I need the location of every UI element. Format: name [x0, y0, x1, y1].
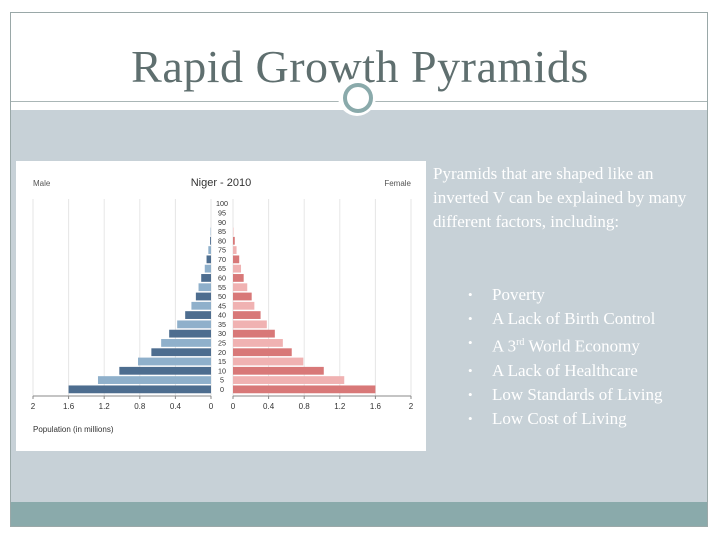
pyramid-chart-svg: Niger - 2010 Male Female Population (in … — [31, 177, 414, 434]
bar-male-age-40 — [185, 311, 211, 319]
list-item-superscript: rd — [516, 337, 525, 348]
bar-female-age-65 — [233, 264, 242, 273]
bar-female-age-20 — [233, 348, 292, 357]
bar-male-age-70 — [206, 255, 211, 264]
age-tick-label: 40 — [218, 311, 226, 320]
bar-male-age-45 — [191, 301, 211, 310]
list-item-text: A Lack of Birth Control — [492, 309, 656, 328]
age-tick-label: 65 — [218, 264, 226, 273]
bar-female-age-80 — [233, 236, 235, 245]
bar-female-age-5 — [233, 376, 345, 384]
bar-female-age-70 — [233, 255, 240, 264]
x-tick-label: 2 — [31, 402, 36, 411]
age-tick-label: 100 — [216, 199, 228, 208]
ring-icon — [343, 83, 373, 113]
age-tick-label: 30 — [218, 329, 226, 338]
bar-male-age-25 — [161, 339, 211, 347]
age-tick-label: 50 — [218, 292, 226, 301]
female-label: Female — [384, 179, 411, 188]
list-item-text-post: World Economy — [524, 336, 640, 356]
age-tick-label: 95 — [218, 209, 226, 218]
bar-female-age-25 — [233, 339, 283, 347]
factor-list: • Poverty • A Lack of Birth Control • A 3rd… — [468, 283, 662, 431]
list-item-text: Low Cost of Living — [492, 408, 627, 428]
bar-female-age-0 — [233, 385, 376, 394]
bar-male-age-35 — [177, 320, 211, 329]
bar-male-age-55 — [198, 283, 211, 292]
list-item: • Low Cost of Living — [468, 407, 662, 431]
bar-male-age-0 — [68, 385, 211, 394]
x-tick-label: 1.6 — [63, 402, 75, 411]
list-item-text: Poverty — [492, 285, 545, 304]
bar-male-age-20 — [151, 348, 211, 357]
x-tick-label: 1.2 — [334, 402, 346, 411]
bar-male-age-60 — [201, 274, 211, 282]
bullet-icon: • — [468, 410, 473, 426]
bar-female-age-30 — [233, 329, 275, 338]
list-item-text: Low Standards of Living — [492, 384, 663, 404]
bullet-icon: • — [468, 311, 473, 326]
bar-female-age-10 — [233, 366, 324, 375]
x-tick-label: 1.2 — [99, 402, 111, 411]
age-tick-label: 90 — [218, 218, 226, 227]
age-tick-label: 0 — [220, 385, 224, 394]
age-tick-label: 10 — [218, 366, 226, 375]
list-item: • A 3rd World Economy — [468, 331, 662, 359]
chart-title: Niger - 2010 — [191, 177, 252, 189]
bar-male-age-75 — [208, 246, 211, 254]
age-tick-label: 70 — [218, 255, 226, 264]
bar-female-age-45 — [233, 301, 255, 310]
list-item-text-pre: A 3 — [492, 336, 517, 356]
age-tick-label: 25 — [218, 339, 226, 348]
bar-male-age-50 — [195, 292, 211, 301]
age-tick-label: 35 — [218, 320, 226, 329]
x-tick-label: 1.6 — [370, 402, 382, 411]
age-tick-label: 60 — [218, 274, 226, 283]
x-tick-label: 0.8 — [299, 402, 311, 411]
age-tick-label: 85 — [218, 227, 226, 236]
bullet-icon: • — [468, 287, 473, 302]
pyramid-chart: Niger - 2010 Male Female Population (in … — [16, 161, 426, 451]
bar-male-age-65 — [204, 264, 211, 273]
intro-paragraph: Pyramids that are shaped like an inverte… — [433, 164, 687, 231]
age-tick-label: 20 — [218, 348, 226, 357]
list-item: • Low Standards of Living — [468, 383, 662, 407]
bar-male-age-15 — [138, 357, 211, 366]
x-tick-label: 2 — [409, 402, 414, 411]
bullet-icon: • — [468, 362, 473, 378]
x-axis-title: Population (in millions) — [33, 425, 114, 434]
list-item: • A Lack of Healthcare — [468, 359, 662, 383]
bar-male-age-5 — [97, 376, 211, 384]
list-item: • Poverty — [468, 283, 662, 307]
age-tick-label: 75 — [218, 246, 226, 255]
bar-female-age-75 — [233, 246, 237, 254]
list-item: • A Lack of Birth Control — [468, 307, 662, 331]
bar-male-age-80 — [210, 236, 211, 245]
bullet-icon: • — [468, 335, 473, 350]
slide-frame — [10, 12, 708, 527]
x-tick-label: 0.4 — [263, 402, 275, 411]
footer-band — [11, 502, 707, 526]
bar-male-age-30 — [169, 329, 211, 338]
age-tick-label: 80 — [218, 236, 226, 245]
list-item-text: A Lack of Healthcare — [492, 360, 638, 380]
bar-male-age-10 — [119, 366, 211, 375]
male-label: Male — [33, 179, 51, 188]
bar-female-age-35 — [233, 320, 267, 329]
bar-female-age-60 — [233, 274, 244, 282]
age-tick-label: 5 — [220, 376, 224, 385]
bar-female-age-40 — [233, 311, 261, 319]
x-tick-label: 0 — [231, 402, 236, 411]
bar-female-age-50 — [233, 292, 252, 301]
bar-female-age-15 — [233, 357, 304, 366]
age-tick-label: 45 — [218, 301, 226, 310]
x-tick-label: 0.8 — [134, 402, 146, 411]
x-tick-label: 0 — [209, 402, 214, 411]
age-tick-label: 15 — [218, 357, 226, 366]
x-tick-label: 0.4 — [170, 402, 182, 411]
bar-female-age-55 — [233, 283, 248, 292]
age-tick-label: 55 — [218, 283, 226, 292]
bullet-icon: • — [468, 386, 473, 402]
